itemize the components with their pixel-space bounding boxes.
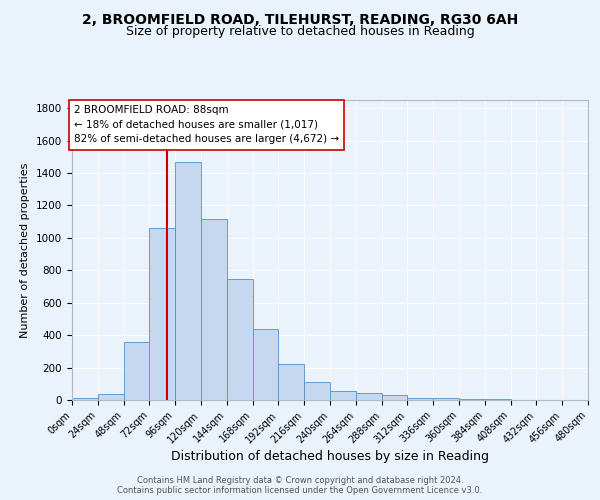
Bar [382, 396, 407, 400]
Bar [407, 398, 433, 400]
Bar [227, 279, 253, 400]
Text: 2 BROOMFIELD ROAD: 88sqm
← 18% of detached houses are smaller (1,017)
82% of sem: 2 BROOMFIELD ROAD: 88sqm ← 18% of detach… [74, 105, 339, 144]
Bar [149, 228, 175, 400]
X-axis label: Distribution of detached houses by size in Reading: Distribution of detached houses by size … [171, 450, 489, 463]
Text: Contains public sector information licensed under the Open Government Licence v3: Contains public sector information licen… [118, 486, 482, 495]
Bar [201, 219, 227, 400]
Text: 2, BROOMFIELD ROAD, TILEHURST, READING, RG30 6AH: 2, BROOMFIELD ROAD, TILEHURST, READING, … [82, 12, 518, 26]
Bar [72, 398, 98, 400]
Bar [253, 330, 278, 400]
Text: Size of property relative to detached houses in Reading: Size of property relative to detached ho… [125, 25, 475, 38]
Bar [124, 342, 149, 400]
Bar [459, 398, 485, 400]
Bar [304, 382, 330, 400]
Bar [330, 391, 356, 400]
Bar [433, 398, 459, 400]
Bar [356, 392, 382, 400]
Text: Contains HM Land Registry data © Crown copyright and database right 2024.: Contains HM Land Registry data © Crown c… [137, 476, 463, 485]
Bar [278, 364, 304, 400]
Y-axis label: Number of detached properties: Number of detached properties [20, 162, 31, 338]
Bar [175, 162, 201, 400]
Bar [98, 394, 124, 400]
